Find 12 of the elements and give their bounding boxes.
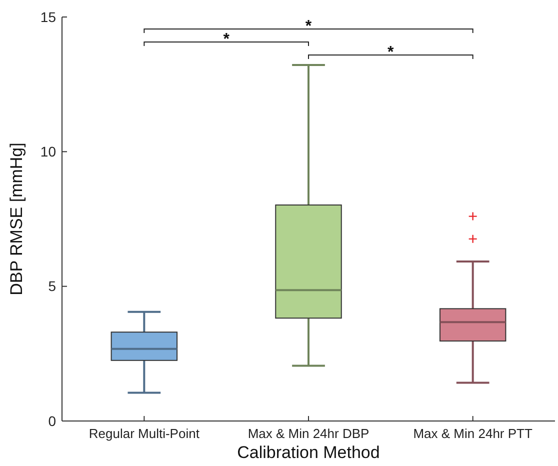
annotation: * <box>388 44 395 61</box>
annotation: * <box>305 18 312 35</box>
y-axis-title: DBP RMSE [mmHg] <box>7 142 26 296</box>
y-tick-label: 5 <box>48 278 56 294</box>
x-axis-title: Calibration Method <box>237 443 380 462</box>
y-tick-label: 10 <box>40 144 56 160</box>
annotation: * <box>223 31 230 48</box>
x-tick-label: Max & Min 24hr PTT <box>413 426 532 441</box>
x-tick-label: Regular Multi-Point <box>88 426 200 441</box>
x-tick-label: Max & Min 24hr DBP <box>248 426 370 441</box>
y-tick-label: 15 <box>40 8 56 25</box>
y-tick-label: 0 <box>48 412 56 429</box>
